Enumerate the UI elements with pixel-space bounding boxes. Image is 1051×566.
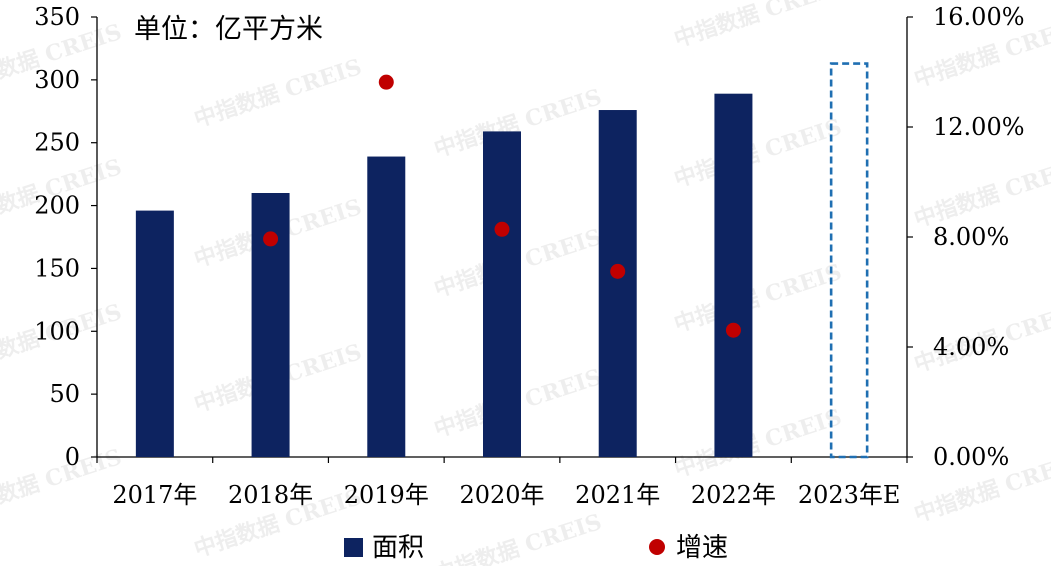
unit-label: 单位：亿平方米 bbox=[134, 14, 323, 45]
right-tick-label: 16.00% bbox=[933, 3, 1025, 31]
bar-estimate bbox=[829, 62, 869, 459]
growth-point bbox=[378, 74, 394, 90]
x-tick-label: 2023年E bbox=[798, 481, 901, 509]
watermark: 中指数据 CREIS bbox=[191, 54, 365, 133]
watermark: 中指数据 CREIS bbox=[671, 259, 845, 338]
watermark: 中指数据 CREIS bbox=[671, 404, 845, 483]
legend-swatch-growth bbox=[649, 539, 665, 555]
x-tick-label: 2019年 bbox=[344, 481, 429, 509]
bar bbox=[483, 131, 521, 457]
left-tick-label: 200 bbox=[34, 192, 80, 220]
left-tick-label: 100 bbox=[34, 317, 80, 345]
watermark: 中指数据 CREIS bbox=[671, 0, 845, 53]
watermark: 中指数据 CREIS bbox=[911, 154, 1051, 233]
watermark: 中指数据 CREIS bbox=[431, 509, 605, 566]
bar bbox=[367, 156, 406, 458]
growth-point bbox=[725, 322, 741, 338]
left-tick-label: 300 bbox=[34, 66, 80, 94]
x-tick-label: 2022年 bbox=[691, 481, 776, 509]
right-tick-label: 8.00% bbox=[933, 223, 1009, 251]
right-tick-label: 4.00% bbox=[933, 333, 1009, 361]
legend-label-growth: 增速 bbox=[676, 533, 728, 563]
left-tick-label: 150 bbox=[34, 254, 80, 282]
watermark: 中指数据 CREIS bbox=[671, 114, 845, 193]
x-tick-label: 2018年 bbox=[228, 481, 313, 509]
growth-point bbox=[494, 221, 510, 237]
left-tick-label: 250 bbox=[34, 129, 80, 157]
growth-series bbox=[263, 74, 741, 338]
legend-label-area: 面积 bbox=[372, 533, 424, 563]
left-tick-label: 0 bbox=[65, 443, 80, 471]
right-tick-label: 12.00% bbox=[933, 113, 1025, 141]
growth-point bbox=[610, 263, 626, 279]
x-tick-label: 2017年 bbox=[112, 481, 197, 509]
bar bbox=[714, 93, 753, 457]
legend-swatch-area bbox=[344, 538, 363, 557]
bars-series bbox=[135, 62, 869, 459]
legend: 面积 增速 bbox=[344, 533, 728, 563]
growth-point bbox=[263, 231, 279, 247]
bar bbox=[598, 110, 637, 458]
watermark: 中指数据 CREIS bbox=[0, 444, 125, 523]
left-tick-label: 350 bbox=[34, 3, 80, 31]
right-tick-label: 0.00% bbox=[933, 443, 1009, 471]
x-tick-label: 2020年 bbox=[459, 481, 544, 509]
x-tick-label: 2021年 bbox=[575, 481, 660, 509]
bar bbox=[135, 210, 174, 457]
left-tick-label: 50 bbox=[49, 380, 80, 408]
axes: 0 50 100 150 200 250 300 350 0.00% 4.00% 8.00% 12.0… bbox=[34, 3, 1024, 509]
